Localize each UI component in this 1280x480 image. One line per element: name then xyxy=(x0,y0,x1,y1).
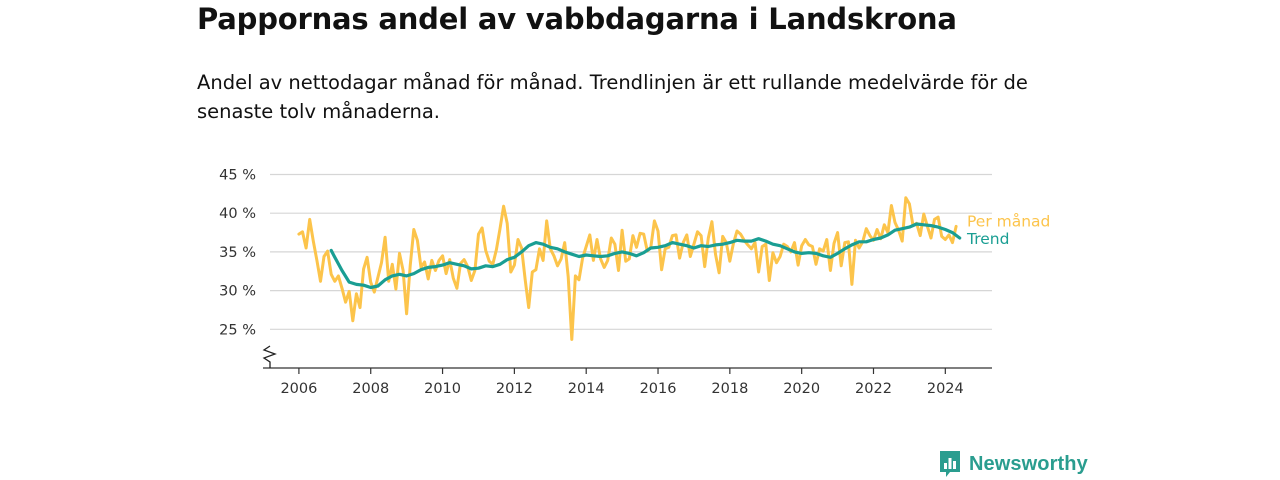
x-axis: 2006 2008 2010 2012 2014 2016 2018 2020 2022 2024 xyxy=(262,345,992,397)
y-axis-tick-labels: 25 % 30 % 35 % 40 % 45 % xyxy=(219,168,256,339)
bar-chart-speech-bubble-icon xyxy=(940,451,960,477)
series-label-trend: Trend xyxy=(966,230,1009,248)
x-tick-label: 2024 xyxy=(927,381,964,397)
x-tick-label: 2020 xyxy=(783,381,820,397)
series-line-per-manad xyxy=(297,196,958,341)
x-tick-label: 2014 xyxy=(568,381,605,397)
y-tick-label: 45 % xyxy=(219,168,256,184)
y-tick-label: 25 % xyxy=(219,322,256,338)
series-line-trend xyxy=(329,222,962,290)
newsworthy-logo: Newsworthy xyxy=(938,448,1088,480)
series-lines xyxy=(297,196,962,341)
y-tick-label: 30 % xyxy=(219,284,256,300)
chart-title: Pappornas andel av vabbdagarna i Landskr… xyxy=(197,2,957,36)
y-tick-label: 40 % xyxy=(219,206,256,222)
chart-subtitle: Andel av nettodagar månad för månad. Tre… xyxy=(197,71,1028,123)
x-tick-label: 2008 xyxy=(352,381,389,397)
x-tick-label: 2010 xyxy=(424,381,461,397)
x-tick-label: 2016 xyxy=(640,381,677,397)
x-tick-label: 2022 xyxy=(855,381,892,397)
series-label-per-manad: Per månad xyxy=(967,212,1050,230)
y-axis-break-marker xyxy=(262,345,277,368)
x-tick-label: 2012 xyxy=(496,381,533,397)
x-tick-label: 2018 xyxy=(711,381,748,397)
x-tick-label: 2006 xyxy=(280,381,317,397)
brand-name: Newsworthy xyxy=(969,452,1088,475)
y-tick-label: 35 % xyxy=(219,245,256,261)
